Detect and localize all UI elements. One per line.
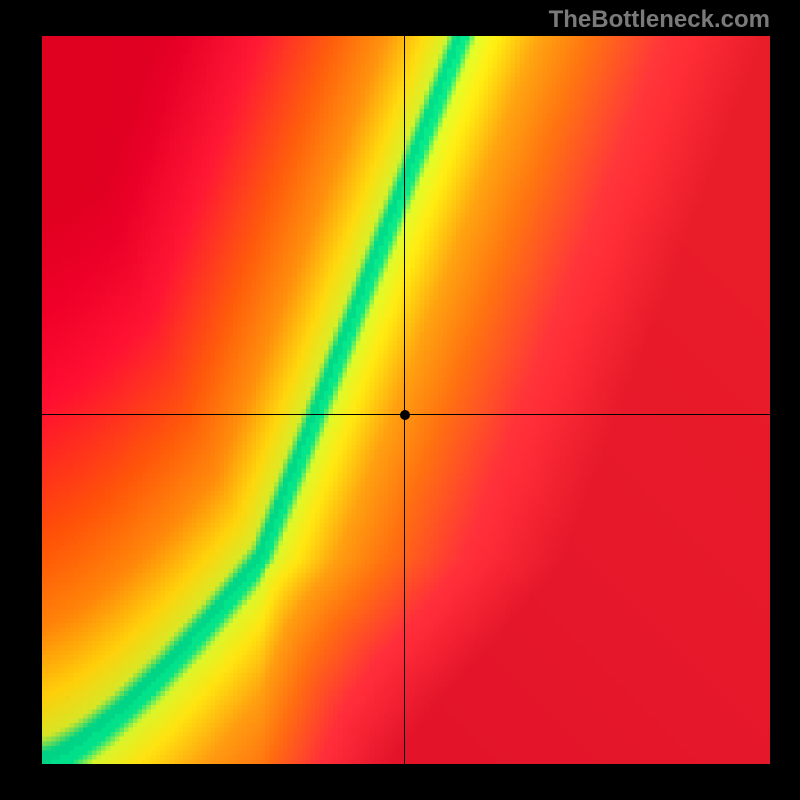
bottleneck-heatmap [42,36,770,764]
watermark-text: TheBottleneck.com [549,6,770,34]
crosshair-vertical [404,36,405,764]
chart-container: TheBottleneck.com [0,0,800,800]
crosshair-marker [400,410,410,420]
